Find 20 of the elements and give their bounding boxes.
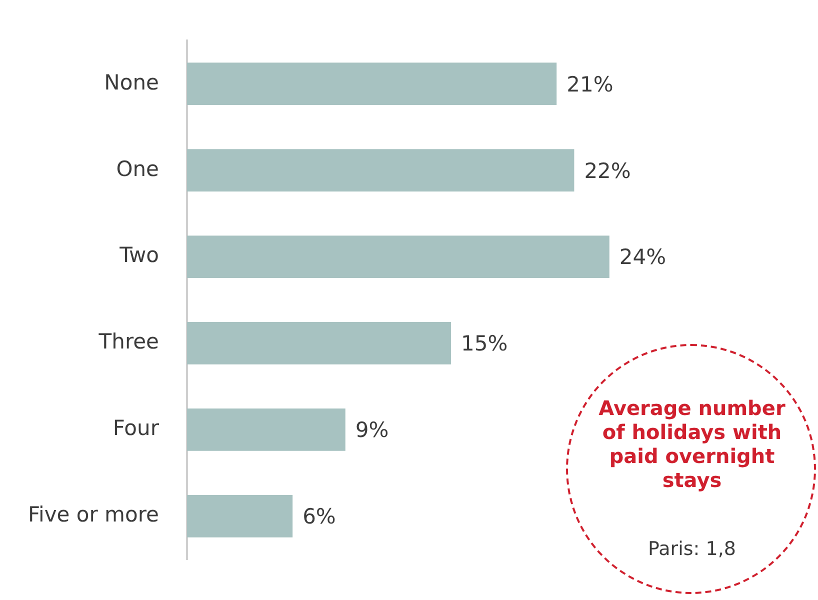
y-tick-label: Five or more [28,502,159,527]
bar [186,149,574,192]
y-tick-label: One [116,156,159,181]
data-label: 6% [302,504,336,529]
annotation: Average number of holidays with paid overnight stays [598,396,786,492]
data-label: 22% [584,158,631,183]
y-tick-label: Four [112,416,160,440]
y-tick-label: Two [118,243,159,268]
text: Paris: 1,8 [647,538,737,560]
data-label: 21% [566,72,614,96]
bar [186,62,557,106]
bar [186,494,293,538]
data-label: 24% [619,245,666,270]
bar [186,408,346,451]
bar [186,236,610,278]
data-label: 9% [355,418,389,442]
data-label: 15% [460,332,508,356]
y-tick-label: None [104,70,159,94]
bar [186,322,451,364]
y-tick-label: Three [98,330,159,354]
